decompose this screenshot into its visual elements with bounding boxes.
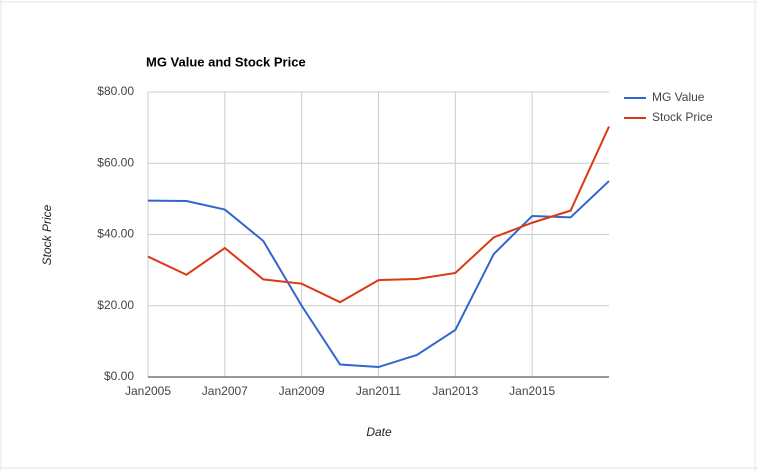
x-tick-label: Jan2013 [432,384,478,398]
series-line [147,126,610,304]
chart-title: MG Value and Stock Price [146,54,306,69]
x-tick-label: Jan2011 [356,384,401,398]
x-tick-label: Jan2007 [202,384,248,398]
series-line [147,180,610,369]
y-tick-label: $60.00 [97,155,134,169]
legend-label: MG Value [652,90,705,104]
x-axis-title: Date [366,425,392,439]
y-axis-title: Stock Price [40,204,54,265]
x-tick-label: Jan2015 [509,384,555,398]
legend-label: Stock Price [652,110,713,124]
x-tick-label: Jan2009 [279,384,325,398]
x-tick-label: Jan2005 [125,384,171,398]
y-tick-label: $20.00 [97,298,134,312]
y-tick-label: $0.00 [104,369,134,383]
y-tick-label: $40.00 [97,227,134,241]
y-tick-label: $80.00 [97,84,134,98]
